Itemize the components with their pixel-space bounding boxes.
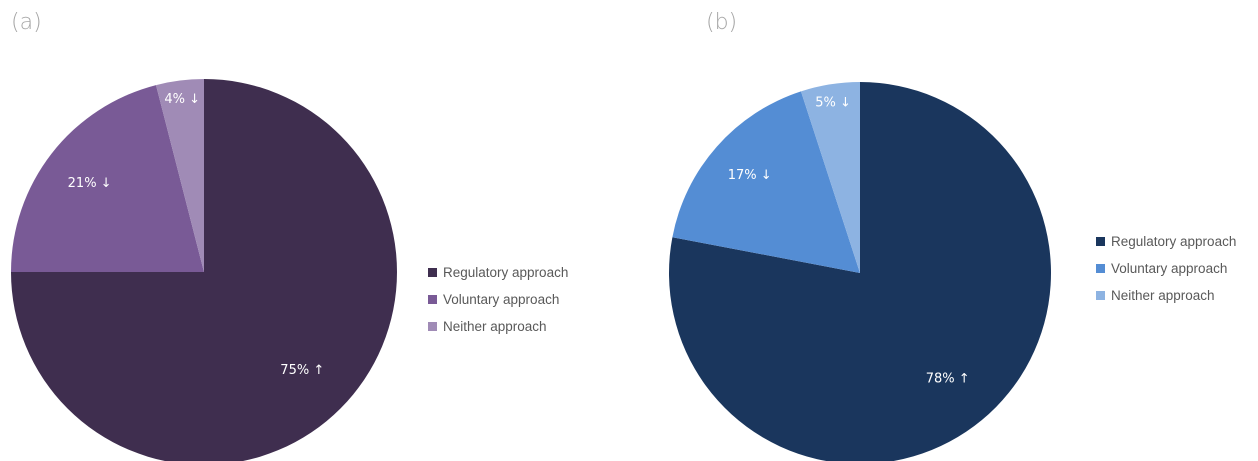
data-label-voluntary: 21% ↓ (68, 176, 112, 191)
pie-slice-regulatory (11, 79, 397, 461)
pie-slice-voluntary (11, 85, 204, 273)
legend-item-voluntary: Voluntary approach (428, 286, 568, 313)
legend-label: Neither approach (1111, 288, 1215, 303)
legend-a: Regulatory approach Voluntary approach N… (428, 259, 568, 340)
legend-label: Voluntary approach (443, 292, 560, 307)
legend-label: Regulatory approach (443, 265, 569, 280)
legend-swatch (428, 268, 437, 277)
data-label-neither: 4% ↓ (164, 92, 200, 107)
legend-item-neither: Neither approach (1096, 282, 1236, 309)
legend-item-neither: Neither approach (428, 313, 568, 340)
data-label-neither: 5% ↓ (815, 96, 851, 111)
legend-item-regulatory: Regulatory approach (428, 259, 568, 286)
legend-b: Regulatory approach Voluntary approach N… (1096, 228, 1236, 309)
data-label-voluntary: 17% ↓ (728, 168, 772, 183)
legend-swatch (1096, 264, 1105, 273)
data-label-regulatory: 75% ↑ (280, 363, 324, 378)
data-label-regulatory: 78% ↑ (926, 371, 970, 386)
pie-slice-voluntary (672, 91, 860, 273)
legend-label: Voluntary approach (1111, 261, 1228, 276)
legend-item-voluntary: Voluntary approach (1096, 255, 1236, 282)
legend-swatch (1096, 237, 1105, 246)
legend-swatch (428, 295, 437, 304)
pie-slice-neither (156, 79, 204, 272)
legend-item-regulatory: Regulatory approach (1096, 228, 1236, 255)
pie-slice-neither (800, 82, 860, 273)
pie-slice-regulatory (669, 82, 1051, 461)
legend-swatch (428, 322, 437, 331)
legend-swatch (1096, 291, 1105, 300)
panel-a-label: (a) (11, 10, 42, 35)
panel-b-label: (b) (706, 10, 738, 35)
legend-label: Neither approach (443, 319, 547, 334)
legend-label: Regulatory approach (1111, 234, 1237, 249)
